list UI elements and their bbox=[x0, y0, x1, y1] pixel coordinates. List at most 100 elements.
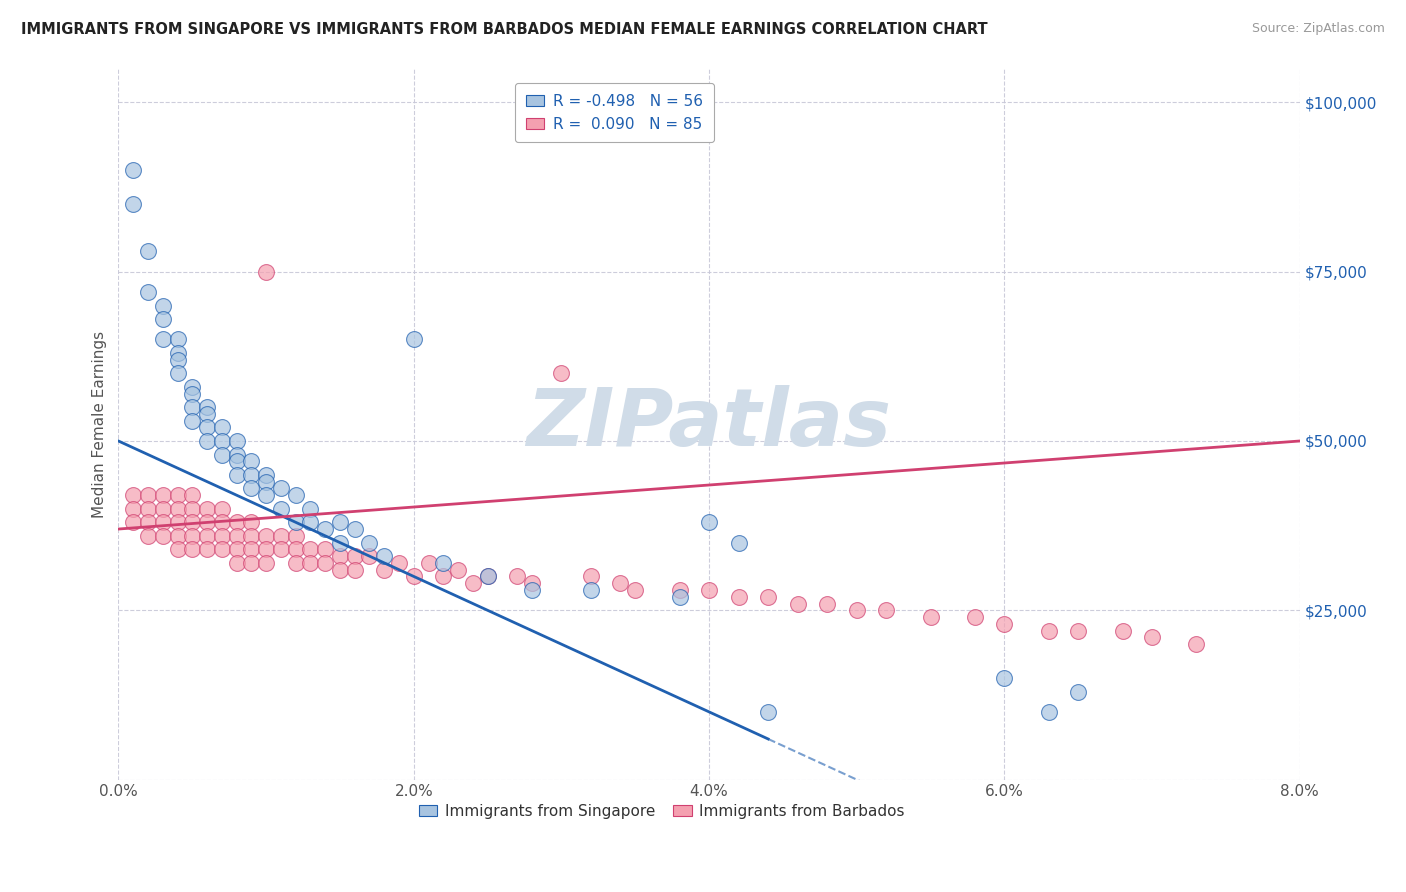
Point bbox=[506, 569, 529, 583]
Point bbox=[359, 549, 381, 563]
Point bbox=[240, 542, 263, 557]
Point bbox=[270, 501, 292, 516]
Point bbox=[579, 582, 602, 597]
Point bbox=[343, 549, 366, 563]
Point bbox=[181, 380, 204, 394]
Point bbox=[181, 400, 204, 414]
Point bbox=[122, 197, 145, 211]
Point bbox=[181, 515, 204, 529]
Point bbox=[211, 434, 233, 448]
Point bbox=[727, 590, 749, 604]
Point bbox=[225, 556, 247, 570]
Point bbox=[166, 542, 188, 557]
Point bbox=[152, 312, 174, 326]
Point bbox=[136, 488, 159, 502]
Point bbox=[166, 366, 188, 380]
Point bbox=[254, 542, 277, 557]
Point bbox=[1067, 624, 1090, 638]
Point bbox=[195, 529, 218, 543]
Point bbox=[609, 576, 631, 591]
Point bbox=[1140, 631, 1163, 645]
Point bbox=[166, 488, 188, 502]
Point bbox=[181, 529, 204, 543]
Point bbox=[181, 501, 204, 516]
Point bbox=[195, 501, 218, 516]
Point bbox=[181, 488, 204, 502]
Point bbox=[254, 529, 277, 543]
Point bbox=[329, 549, 352, 563]
Point bbox=[359, 535, 381, 549]
Point bbox=[225, 434, 247, 448]
Point bbox=[579, 569, 602, 583]
Point bbox=[195, 407, 218, 421]
Point bbox=[329, 515, 352, 529]
Point bbox=[270, 482, 292, 496]
Point bbox=[343, 522, 366, 536]
Point bbox=[314, 556, 336, 570]
Point bbox=[314, 542, 336, 557]
Point bbox=[152, 501, 174, 516]
Point bbox=[299, 556, 322, 570]
Point bbox=[195, 420, 218, 434]
Point bbox=[240, 529, 263, 543]
Point bbox=[284, 556, 307, 570]
Point bbox=[727, 535, 749, 549]
Point bbox=[477, 569, 499, 583]
Point bbox=[122, 515, 145, 529]
Point bbox=[122, 488, 145, 502]
Point bbox=[963, 610, 986, 624]
Point bbox=[195, 400, 218, 414]
Point bbox=[993, 671, 1015, 685]
Point bbox=[211, 448, 233, 462]
Point bbox=[240, 482, 263, 496]
Text: Source: ZipAtlas.com: Source: ZipAtlas.com bbox=[1251, 22, 1385, 36]
Point bbox=[432, 556, 454, 570]
Point bbox=[136, 244, 159, 259]
Point bbox=[388, 556, 411, 570]
Point bbox=[875, 603, 897, 617]
Point bbox=[181, 386, 204, 401]
Point bbox=[520, 576, 543, 591]
Point bbox=[402, 333, 425, 347]
Point bbox=[477, 569, 499, 583]
Point bbox=[240, 454, 263, 468]
Point bbox=[299, 515, 322, 529]
Point bbox=[402, 569, 425, 583]
Point bbox=[166, 529, 188, 543]
Point bbox=[697, 515, 720, 529]
Point bbox=[240, 467, 263, 482]
Point bbox=[1067, 684, 1090, 698]
Point bbox=[195, 434, 218, 448]
Text: IMMIGRANTS FROM SINGAPORE VS IMMIGRANTS FROM BARBADOS MEDIAN FEMALE EARNINGS COR: IMMIGRANTS FROM SINGAPORE VS IMMIGRANTS … bbox=[21, 22, 987, 37]
Point bbox=[1111, 624, 1133, 638]
Point bbox=[152, 515, 174, 529]
Point bbox=[1038, 624, 1060, 638]
Y-axis label: Median Female Earnings: Median Female Earnings bbox=[93, 331, 107, 517]
Point bbox=[993, 616, 1015, 631]
Point bbox=[845, 603, 868, 617]
Point bbox=[181, 414, 204, 428]
Point bbox=[343, 563, 366, 577]
Point bbox=[225, 542, 247, 557]
Point bbox=[284, 488, 307, 502]
Point bbox=[461, 576, 484, 591]
Point bbox=[284, 542, 307, 557]
Point bbox=[136, 515, 159, 529]
Point bbox=[254, 488, 277, 502]
Point bbox=[122, 501, 145, 516]
Point bbox=[225, 448, 247, 462]
Point bbox=[756, 705, 779, 719]
Point bbox=[697, 582, 720, 597]
Point bbox=[152, 488, 174, 502]
Point bbox=[211, 515, 233, 529]
Point bbox=[195, 542, 218, 557]
Point bbox=[668, 590, 690, 604]
Point bbox=[299, 542, 322, 557]
Point bbox=[152, 299, 174, 313]
Point bbox=[520, 582, 543, 597]
Point bbox=[329, 563, 352, 577]
Point bbox=[240, 515, 263, 529]
Point bbox=[225, 515, 247, 529]
Legend: Immigrants from Singapore, Immigrants from Barbados: Immigrants from Singapore, Immigrants fr… bbox=[412, 798, 911, 825]
Point bbox=[152, 529, 174, 543]
